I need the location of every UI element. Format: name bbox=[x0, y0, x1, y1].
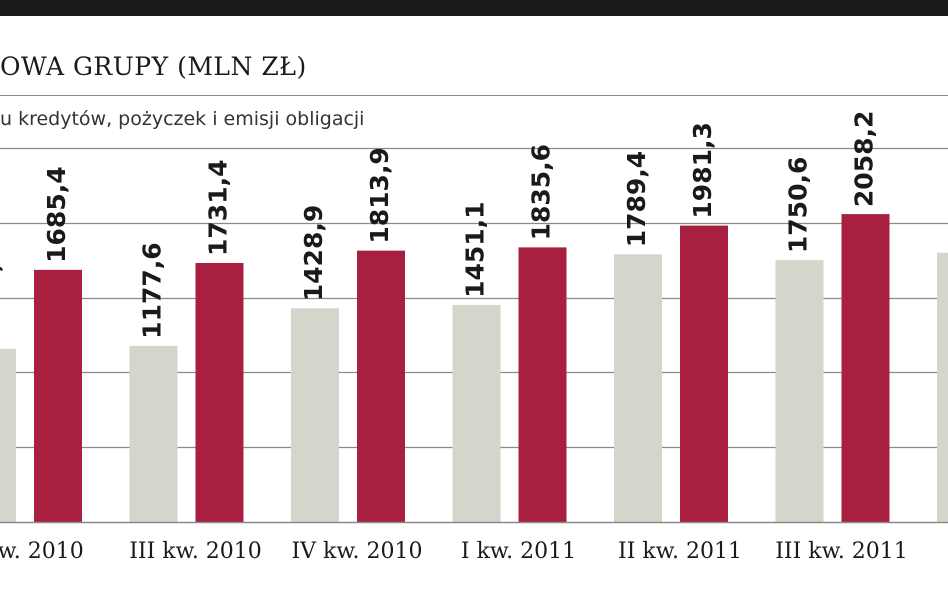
x-tick-label: IV kw. 2010 bbox=[291, 539, 422, 564]
chart-subtitle: u kredytów, pożyczek i emisji obligacji bbox=[0, 108, 365, 130]
bar-value-label: 1813,9 bbox=[365, 147, 394, 243]
x-tick-label: III kw. 2010 bbox=[129, 539, 262, 564]
bar-value-label: 1685,4 bbox=[42, 166, 71, 262]
bar-gray bbox=[0, 348, 16, 522]
bar-red bbox=[34, 269, 82, 522]
bar-gray bbox=[129, 345, 178, 522]
x-tick-label: II kw. 2011 bbox=[618, 539, 742, 564]
x-tick-label: III kw. 2011 bbox=[775, 539, 908, 564]
bar-value-label: 1428,9 bbox=[299, 205, 328, 301]
bar-red bbox=[680, 225, 728, 522]
chart-title: OWA GRUPY (MLN ZŁ) bbox=[0, 52, 307, 81]
top-rule bbox=[0, 0, 948, 16]
bar-gray bbox=[614, 254, 662, 522]
bar-value-label: 1750,6 bbox=[784, 157, 813, 253]
bar-gray bbox=[775, 260, 824, 522]
bar-value-label: 1157,4 bbox=[0, 245, 5, 341]
bar-gray bbox=[937, 252, 948, 522]
bar-value-label: 1451,1 bbox=[461, 201, 490, 297]
bar-gray bbox=[291, 308, 339, 522]
x-tick-label: kw. 2010 bbox=[0, 539, 84, 564]
bar-red bbox=[841, 214, 890, 523]
bar-value-label: 1731,4 bbox=[204, 159, 233, 255]
x-tick-label: I kw. 2011 bbox=[461, 539, 576, 564]
bar-value-label: 2058,2 bbox=[850, 111, 879, 207]
bar-red bbox=[518, 247, 567, 523]
title-divider bbox=[0, 95, 948, 96]
bar-value-label: 1835,6 bbox=[527, 144, 556, 240]
bar-red bbox=[195, 262, 244, 522]
bar-red bbox=[357, 250, 405, 522]
bar-gray bbox=[452, 304, 501, 522]
bar-value-label: 1177,6 bbox=[138, 242, 167, 338]
bar-value-label: 1981,3 bbox=[688, 122, 717, 218]
bar-value-label: 1789,4 bbox=[622, 151, 651, 247]
